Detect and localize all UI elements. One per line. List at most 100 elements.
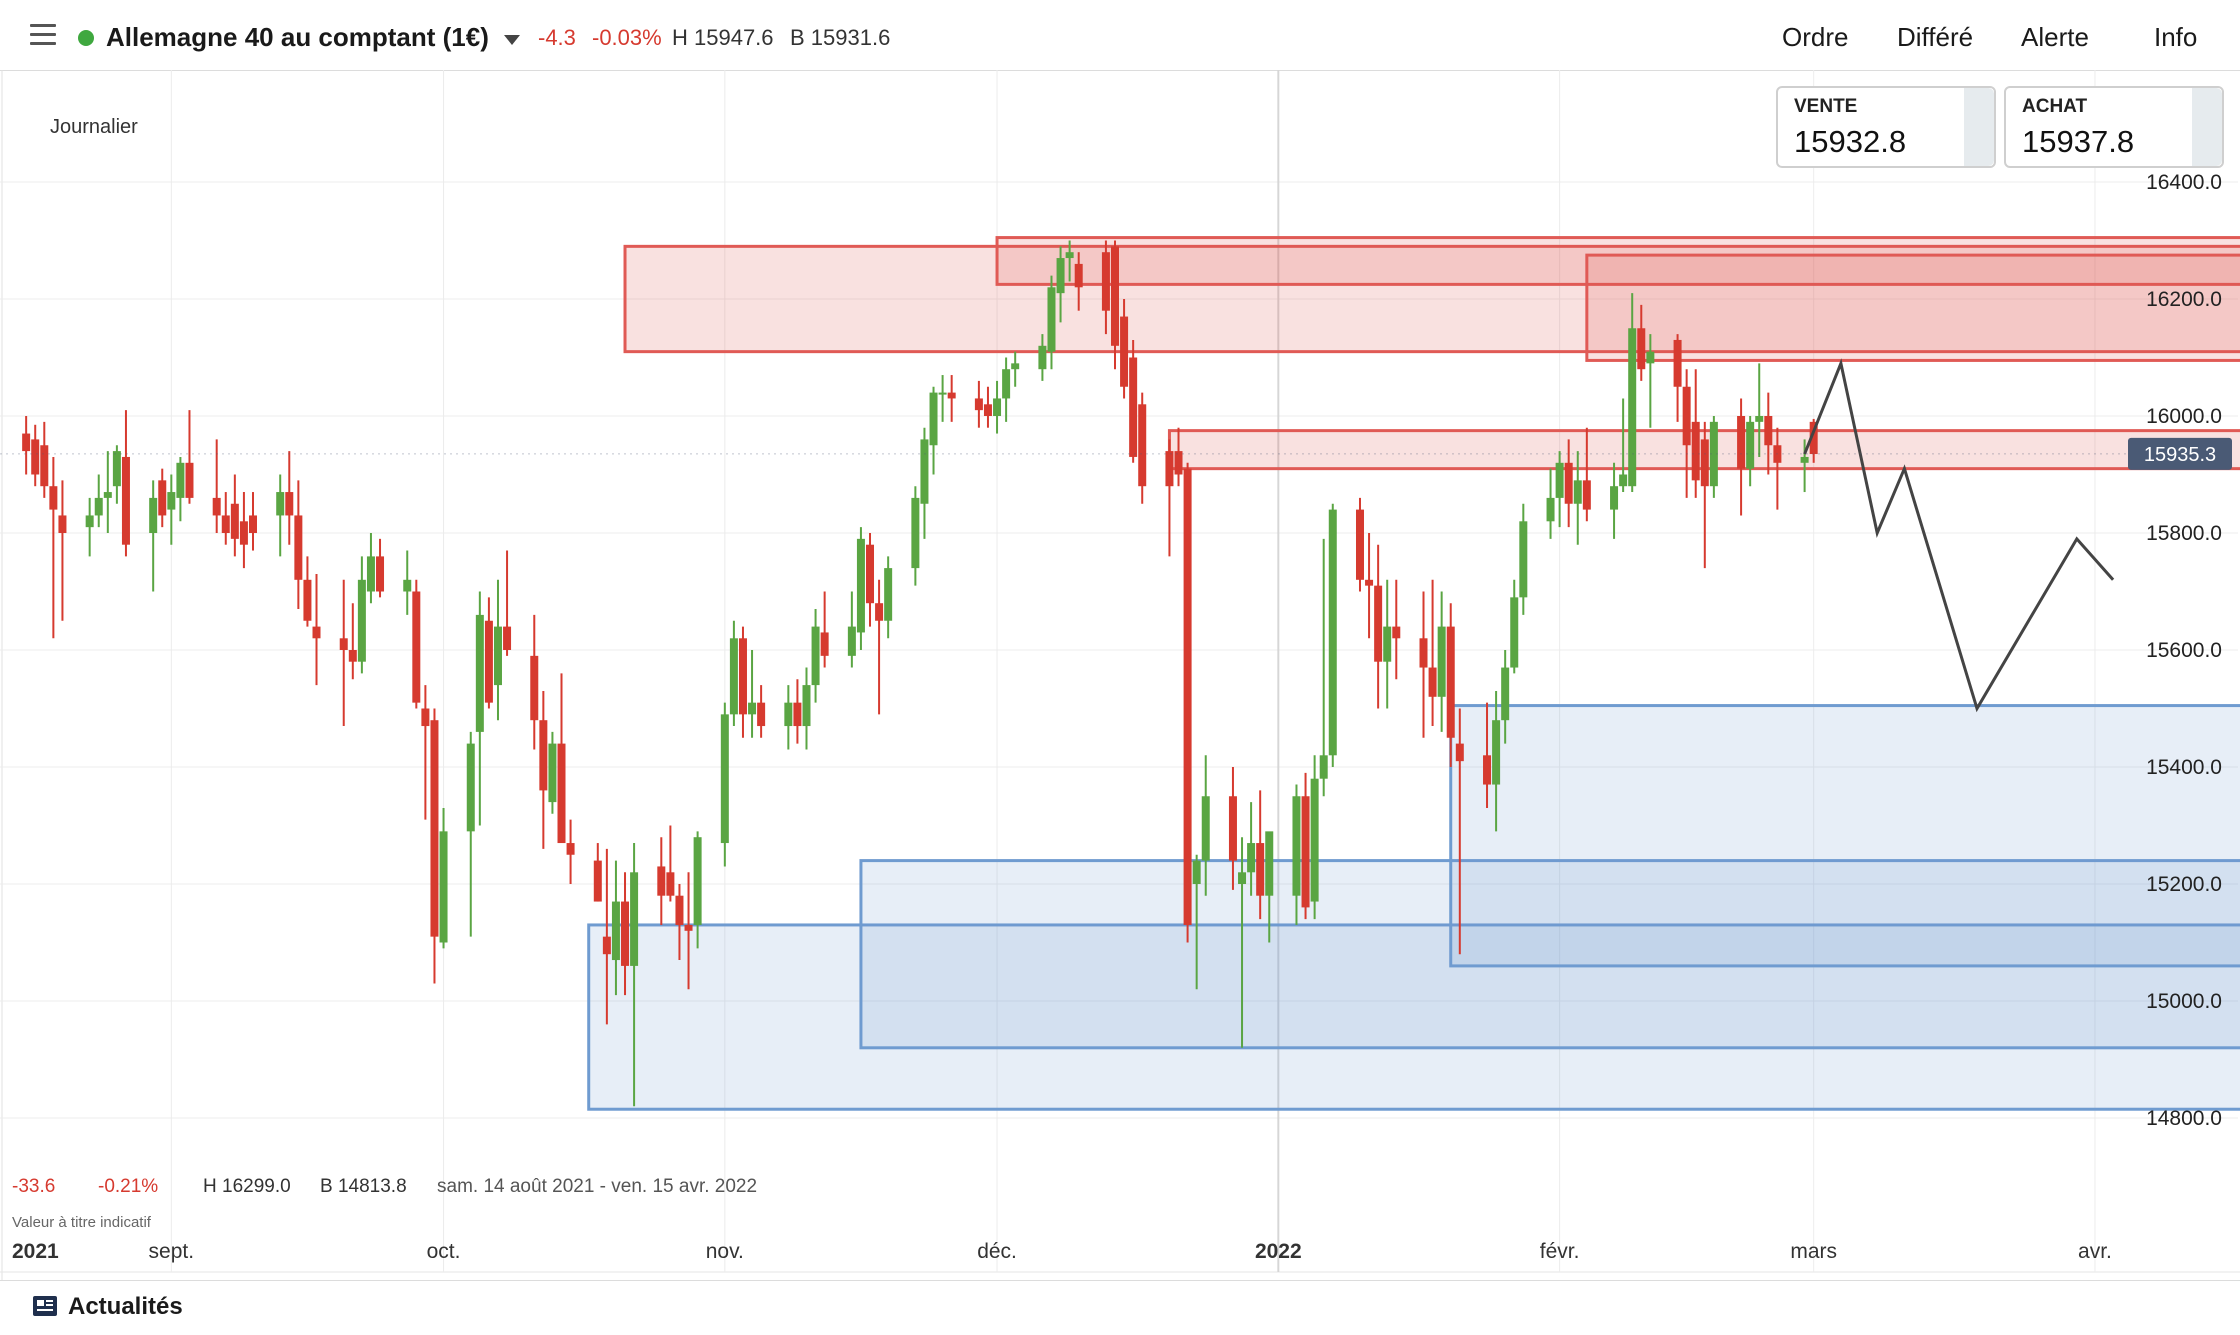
- candle-body[interactable]: [602, 936, 611, 955]
- candle-body[interactable]: [303, 579, 312, 621]
- candle-body[interactable]: [557, 743, 566, 844]
- candle-body[interactable]: [1228, 796, 1237, 861]
- candle-body[interactable]: [920, 439, 929, 504]
- candle-body[interactable]: [412, 591, 421, 703]
- candle-body[interactable]: [684, 924, 693, 931]
- candle-body[interactable]: [1038, 345, 1047, 370]
- candle-body[interactable]: [1138, 404, 1147, 487]
- candle-body[interactable]: [1056, 258, 1065, 294]
- candle-body[interactable]: [530, 655, 539, 721]
- candle-body[interactable]: [757, 702, 766, 727]
- candle-body[interactable]: [1746, 421, 1755, 469]
- candle-body[interactable]: [103, 492, 112, 498]
- candle-body[interactable]: [974, 398, 983, 411]
- candle-body[interactable]: [185, 462, 194, 498]
- candle-body[interactable]: [1120, 316, 1129, 387]
- candle-body[interactable]: [1174, 451, 1183, 475]
- supply-zone[interactable]: [623, 244, 2240, 354]
- candle-body[interactable]: [1328, 509, 1337, 756]
- candle-body[interactable]: [1065, 252, 1074, 259]
- candle-body[interactable]: [1201, 796, 1210, 861]
- candle-body[interactable]: [58, 515, 67, 533]
- candle-body[interactable]: [366, 556, 375, 592]
- demand-zone[interactable]: [859, 859, 2240, 1050]
- candle-body[interactable]: [1165, 451, 1174, 487]
- candle-body[interactable]: [793, 702, 802, 727]
- instrument-dropdown-icon[interactable]: [504, 35, 520, 45]
- candle-body[interactable]: [348, 650, 357, 662]
- hamburger-menu-icon[interactable]: [30, 24, 56, 46]
- candle-body[interactable]: [85, 515, 94, 528]
- candle-body[interactable]: [40, 445, 49, 487]
- candle-body[interactable]: [1111, 246, 1119, 346]
- candle-body[interactable]: [1265, 831, 1274, 896]
- supply-zone[interactable]: [995, 236, 2240, 286]
- candle-body[interactable]: [1755, 416, 1764, 422]
- candle-body[interactable]: [1437, 626, 1446, 697]
- candle-body[interactable]: [1383, 626, 1392, 662]
- candle-body[interactable]: [866, 544, 875, 604]
- candle-body[interactable]: [1192, 860, 1201, 884]
- candle-body[interactable]: [693, 837, 702, 925]
- candle-body[interactable]: [593, 860, 602, 902]
- candle-body[interactable]: [911, 497, 920, 569]
- candle-body[interactable]: [856, 538, 865, 633]
- candle-body[interactable]: [548, 743, 557, 803]
- candle-body[interactable]: [938, 392, 947, 395]
- candle-body[interactable]: [1365, 579, 1374, 586]
- candle-body[interactable]: [566, 843, 575, 855]
- candle-body[interactable]: [1292, 796, 1301, 896]
- candle-body[interactable]: [439, 831, 448, 943]
- candle-body[interactable]: [993, 398, 1002, 416]
- candle-body[interactable]: [1047, 287, 1056, 352]
- candle-body[interactable]: [94, 497, 103, 516]
- candle-body[interactable]: [784, 702, 793, 727]
- candle-body[interactable]: [1646, 351, 1655, 364]
- candle-body[interactable]: [430, 720, 439, 937]
- news-link[interactable]: Actualités: [68, 1293, 183, 1320]
- candle-body[interactable]: [1628, 328, 1637, 487]
- candle-body[interactable]: [230, 503, 239, 539]
- candle-body[interactable]: [493, 626, 502, 686]
- candle-body[interactable]: [1564, 462, 1573, 504]
- candle-body[interactable]: [1310, 778, 1319, 902]
- supply-zone[interactable]: [1585, 253, 2240, 362]
- candle-body[interactable]: [1129, 357, 1138, 457]
- candle-body[interactable]: [1637, 328, 1646, 370]
- candle-body[interactable]: [1374, 585, 1383, 662]
- candle-body[interactable]: [167, 492, 176, 510]
- candle-body[interactable]: [811, 626, 820, 686]
- candle-body[interactable]: [539, 720, 548, 791]
- candle-body[interactable]: [729, 638, 738, 715]
- candle-body[interactable]: [929, 392, 938, 446]
- candle-body[interactable]: [802, 685, 811, 727]
- candle-body[interactable]: [1709, 421, 1718, 487]
- candle-body[interactable]: [1319, 755, 1328, 779]
- candle-body[interactable]: [1673, 339, 1682, 387]
- candle-body[interactable]: [1256, 843, 1265, 896]
- candle-body[interactable]: [875, 603, 884, 621]
- candle-body[interactable]: [285, 492, 294, 516]
- candle-body[interactable]: [339, 638, 348, 650]
- candle-body[interactable]: [312, 626, 321, 639]
- candle-body[interactable]: [112, 451, 121, 487]
- candle-body[interactable]: [1074, 263, 1083, 288]
- candle-body[interactable]: [1764, 416, 1773, 446]
- candle-body[interactable]: [1809, 421, 1818, 455]
- candle-body[interactable]: [212, 497, 221, 516]
- candle-body[interactable]: [221, 515, 230, 533]
- candle-body[interactable]: [484, 620, 493, 703]
- candle-body[interactable]: [31, 439, 40, 475]
- timeframe-label[interactable]: Journalier: [50, 116, 138, 138]
- candle-body[interactable]: [1002, 369, 1011, 399]
- candle-body[interactable]: [49, 486, 58, 510]
- candle-body[interactable]: [1238, 872, 1247, 884]
- demand-zone[interactable]: [1449, 704, 2240, 968]
- candle-body[interactable]: [1247, 843, 1256, 873]
- candle-body[interactable]: [1682, 386, 1691, 446]
- candle-body[interactable]: [666, 872, 675, 896]
- candle-body[interactable]: [149, 497, 158, 533]
- deferred-button[interactable]: Différé: [1897, 22, 1974, 52]
- candle-body[interactable]: [1800, 456, 1809, 463]
